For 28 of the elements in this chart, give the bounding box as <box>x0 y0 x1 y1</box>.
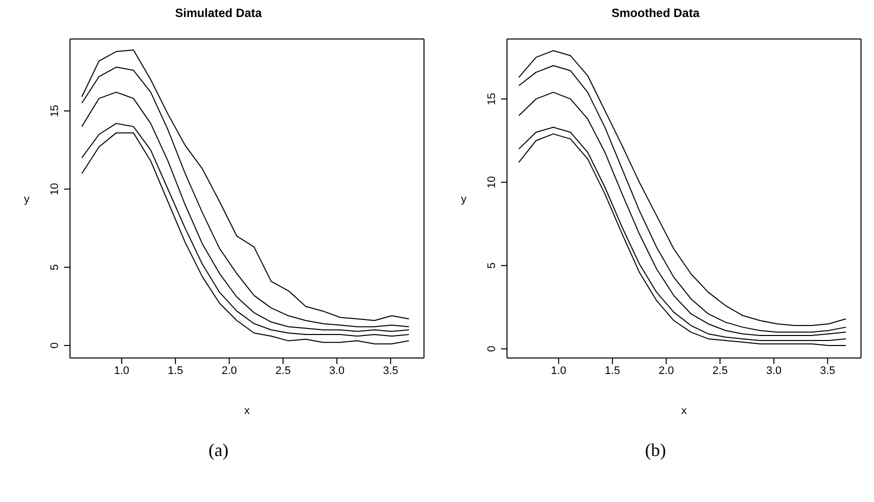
text: (a) <box>208 440 228 460</box>
y-tick-label: 10 <box>486 176 498 188</box>
y-tick-label: 5 <box>486 262 498 269</box>
x-tick-label: 1.0 <box>551 364 566 377</box>
x-tick-label: 3.0 <box>329 364 344 377</box>
text: (b) <box>645 440 666 460</box>
x-axis-title: x <box>681 405 688 417</box>
x-tick-label: 1.5 <box>168 364 184 377</box>
y-axis-title: y <box>24 193 30 206</box>
x-tick-label: 3.0 <box>766 364 782 377</box>
x-tick-label: 1.0 <box>114 364 130 377</box>
y-tick-label: 15 <box>49 104 61 118</box>
x-tick-label: 2.5 <box>712 364 728 377</box>
x-tick-label: 2.0 <box>222 364 237 377</box>
x-tick-label: 3.5 <box>820 364 836 377</box>
x-tick-label: 2.5 <box>275 364 291 377</box>
x-tick-label: 3.5 <box>382 364 398 377</box>
y-tick-label: 0 <box>49 342 61 349</box>
x-tick-label: 2.0 <box>658 364 674 377</box>
y-tick-label: 10 <box>49 182 61 196</box>
y-axis-title: y <box>461 193 467 206</box>
y-tick-label: 0 <box>486 346 498 352</box>
y-tick-label: 15 <box>486 92 498 106</box>
x-axis-title: x <box>244 405 250 417</box>
chart-title: Simulated Data <box>174 5 263 22</box>
x-tick-label: 1.5 <box>604 364 620 377</box>
y-tick-label: 5 <box>49 264 61 270</box>
chart-title: Smoothed Data <box>610 5 701 22</box>
